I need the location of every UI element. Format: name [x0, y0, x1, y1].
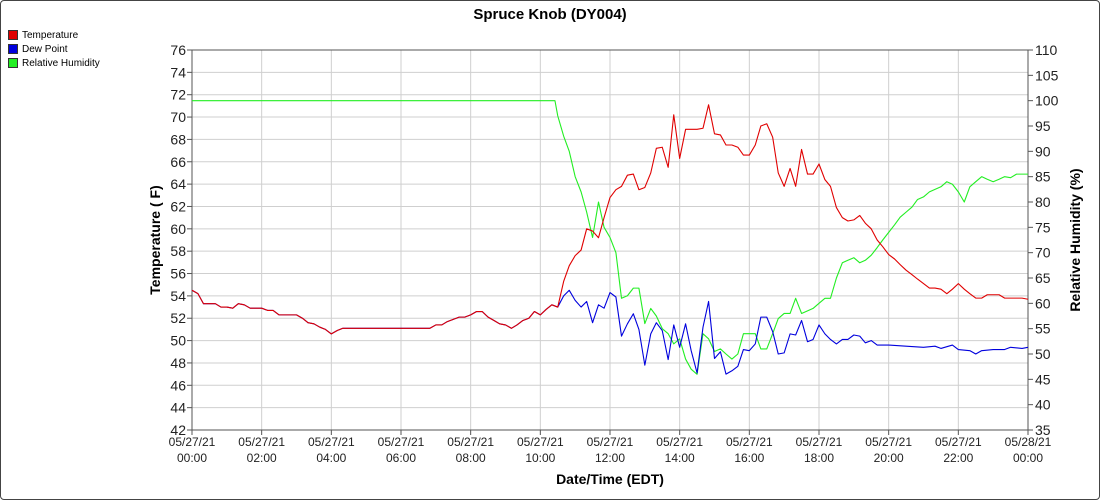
y2-tick-label: 70: [1035, 245, 1051, 261]
x-tick-date: 05/27/21: [238, 435, 285, 449]
x-tick-time: 08:00: [456, 451, 486, 465]
y2-tick-label: 50: [1035, 346, 1051, 362]
y-tick-label: 62: [170, 198, 186, 214]
y-tick-label: 64: [170, 176, 186, 192]
y2-tick-label: 60: [1035, 295, 1051, 311]
x-tick-date: 05/27/21: [865, 435, 912, 449]
x-tick-date: 05/27/21: [517, 435, 564, 449]
y-tick-label: 72: [170, 87, 186, 103]
legend: Temperature Dew Point Relative Humidity: [8, 28, 100, 70]
x-tick-time: 14:00: [665, 451, 695, 465]
x-tick-date: 05/27/21: [169, 435, 216, 449]
temperature-line: [191, 104, 1029, 335]
x-tick-time: 06:00: [386, 451, 416, 465]
x-tick-time: 18:00: [804, 451, 834, 465]
y2-tick-label: 110: [1035, 42, 1058, 58]
x-tick-date: 05/27/21: [726, 435, 773, 449]
x-tick-time: 22:00: [943, 451, 973, 465]
y2-axis-label: Relative Humidity (%): [1067, 168, 1083, 311]
x-tick-time: 00:00: [177, 451, 207, 465]
relative-humidity-line: [192, 100, 1028, 375]
legend-item-temperature: Temperature: [8, 28, 100, 42]
legend-label: Dew Point: [22, 43, 68, 55]
y-tick-label: 50: [170, 333, 186, 349]
x-axis-label: Date/Time (EDT): [556, 471, 664, 487]
right-axis-ticks: 35 40 45 50 55 60 65 70 75 80 85 90 95 100 105 110: [1028, 42, 1059, 438]
x-tick-date: 05/27/21: [378, 435, 425, 449]
x-tick-time: 16:00: [734, 451, 764, 465]
dew-point-swatch: [8, 44, 18, 54]
x-tick-time: 04:00: [316, 451, 346, 465]
x-tick-date: 05/27/21: [447, 435, 494, 449]
y2-tick-label: 105: [1035, 67, 1059, 83]
x-tick-time: 10:00: [525, 451, 555, 465]
y-tick-label: 44: [170, 400, 186, 416]
x-tick-date: 05/27/21: [796, 435, 843, 449]
temperature-swatch: [8, 30, 18, 40]
y2-tick-label: 40: [1035, 397, 1051, 413]
y2-tick-label: 85: [1035, 169, 1051, 185]
y-tick-label: 66: [170, 154, 186, 170]
y2-tick-label: 75: [1035, 219, 1051, 235]
x-tick-date: 05/28/21: [1005, 435, 1052, 449]
legend-item-relative-humidity: Relative Humidity: [8, 56, 100, 70]
y2-tick-label: 90: [1035, 143, 1051, 159]
relative-humidity-swatch: [8, 58, 18, 68]
x-tick-time: 12:00: [595, 451, 625, 465]
y-axis-label: Temperature ( F): [147, 185, 163, 294]
y2-tick-label: 95: [1035, 118, 1051, 134]
x-axis-ticks: 05/27/21 00:00 05/27/21 02:00 05/27/21 04:00 0…: [169, 430, 1052, 465]
x-tick-date: 05/27/21: [308, 435, 355, 449]
legend-label: Temperature: [22, 29, 79, 41]
chart-title: Spruce Knob (DY004): [473, 6, 626, 23]
y-tick-label: 74: [170, 64, 186, 80]
y2-tick-label: 45: [1035, 371, 1051, 387]
y2-tick-label: 55: [1035, 321, 1051, 337]
x-tick-date: 05/27/21: [935, 435, 982, 449]
y-tick-label: 42: [170, 422, 186, 438]
x-tick-time: 20:00: [874, 451, 904, 465]
y-tick-label: 76: [170, 42, 186, 58]
x-tick-time: 00:00: [1013, 451, 1043, 465]
left-axis-ticks: 42 44 46 48 50 52 54 56 58 60 62 64 66 68 70 72 74 76: [170, 42, 192, 438]
legend-item-dew-point: Dew Point: [8, 42, 100, 56]
y-tick-label: 56: [170, 266, 186, 282]
x-tick-time: 02:00: [247, 451, 277, 465]
y2-tick-label: 100: [1035, 93, 1059, 109]
series-lines: [191, 100, 1029, 375]
y2-tick-label: 65: [1035, 270, 1051, 286]
y-tick-label: 68: [170, 131, 186, 147]
y-tick-label: 58: [170, 243, 186, 259]
y-tick-label: 54: [170, 288, 186, 304]
gridlines: [191, 49, 1029, 431]
y-tick-label: 70: [170, 109, 186, 125]
x-tick-date: 05/27/21: [656, 435, 703, 449]
y-tick-label: 48: [170, 355, 186, 371]
y-tick-label: 46: [170, 377, 186, 393]
y2-tick-label: 35: [1035, 422, 1051, 438]
y-tick-label: 52: [170, 310, 186, 326]
x-tick-date: 05/27/21: [587, 435, 634, 449]
legend-label: Relative Humidity: [22, 57, 100, 69]
y2-tick-label: 80: [1035, 194, 1051, 210]
y-tick-label: 60: [170, 221, 186, 237]
